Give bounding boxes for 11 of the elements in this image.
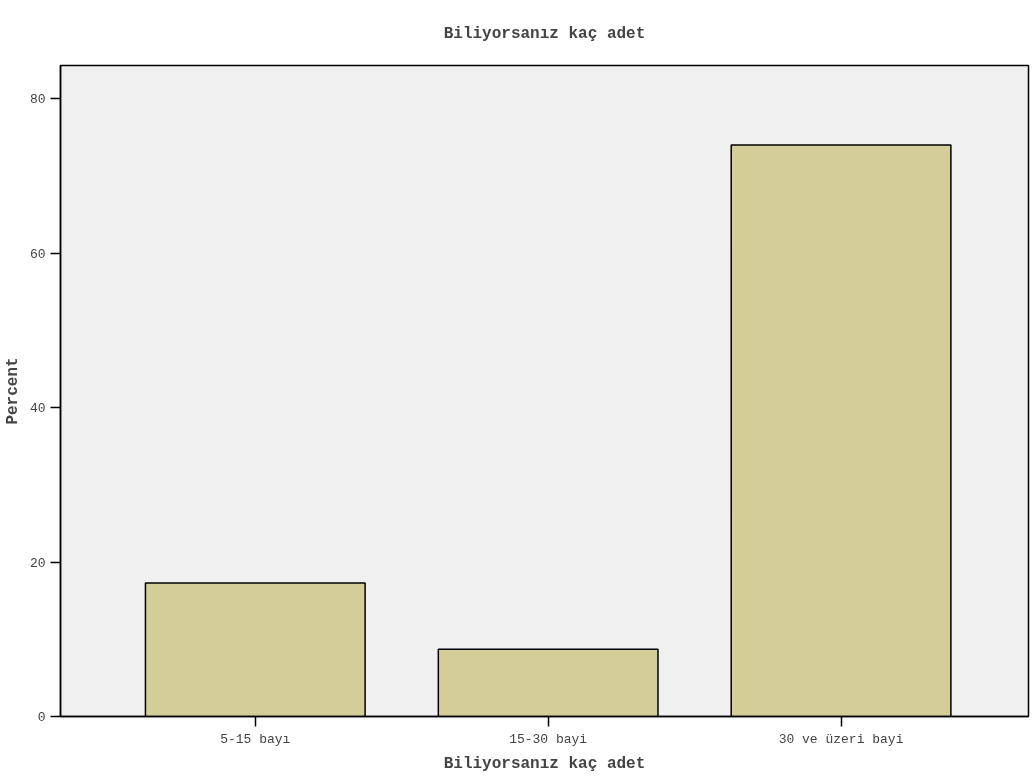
x-tick-label: 15-30 bayi <box>509 731 588 747</box>
y-tick-label: 60 <box>29 246 46 262</box>
y-axis-title: Percent <box>3 357 22 425</box>
y-tick-label: 80 <box>29 92 46 108</box>
x-axis-title: Biliyorsanız kaç adet <box>443 754 646 773</box>
x-tick-label: 30 ve üzeri bayi <box>778 731 904 747</box>
y-tick-label: 0 <box>37 710 46 725</box>
chart-title: Biliyorsanız kaç adet <box>443 25 646 43</box>
y-tick-label: 40 <box>29 401 46 417</box>
x-tick-label: 5-15 bayı <box>220 731 291 747</box>
y-tick-label: 20 <box>29 555 46 571</box>
